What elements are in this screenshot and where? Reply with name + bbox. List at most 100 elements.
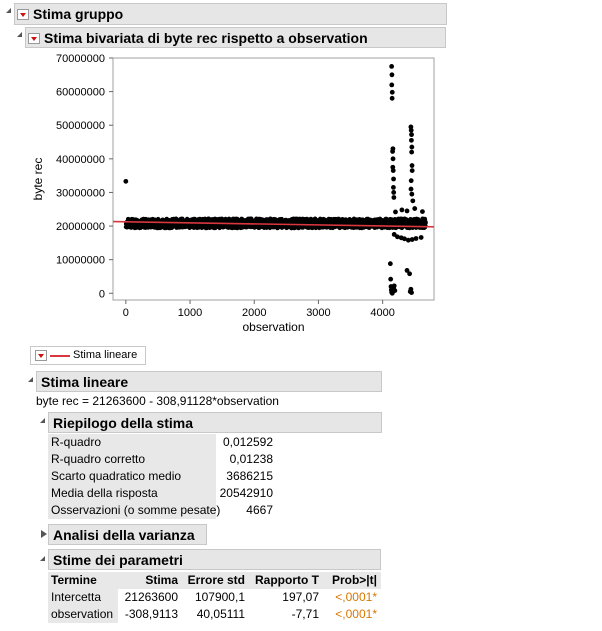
data-point [391,190,397,195]
disclosure-open-icon[interactable] [6,8,11,13]
data-point [389,72,395,78]
data-point [389,82,395,88]
y-tick-label: 50000000 [56,120,105,132]
red-triangle-menu-icon[interactable] [28,33,40,44]
data-point [409,191,415,197]
fit-title: Stima lineare [41,374,129,390]
x-tick-label: 1000 [178,307,202,319]
params-term-column [48,589,118,623]
data-point [402,236,407,242]
data-point [420,209,425,215]
stima-gruppo-title: Stima gruppo [33,6,124,22]
data-point [409,163,415,168]
data-point [409,168,415,173]
data-point [387,261,393,267]
fit-line [112,220,435,228]
summary-value: 3686215 [226,469,273,483]
data-point [409,132,414,138]
red-triangle-menu-icon[interactable] [17,9,29,20]
param-p: <,0001* [335,607,377,621]
data-point [389,89,395,95]
param-stderr: 40,05111 [196,607,245,621]
param-stderr: 107900,1 [194,590,245,604]
data-point [408,186,414,192]
fit-equation: byte rec = 21263600 - 308,91128*observat… [36,394,279,408]
data-point [399,207,405,213]
param-estimate: 21263600 [124,590,178,604]
data-point [410,198,416,204]
data-point [409,149,415,155]
y-tick-label: 70000000 [56,53,105,65]
params-header[interactable]: Stime dei parametri [48,549,381,570]
data-point [413,236,419,241]
x-tick-label: 0 [123,307,129,319]
col-stima: Stima [145,573,178,587]
summary-label-column [48,434,216,519]
data-point [390,168,396,173]
data-point [388,276,394,282]
disclosure-open-icon[interactable] [40,418,45,423]
legend-line [50,355,70,357]
scatter-plot: 0 10000000 20000000 30000000 40000000 5000000… [31,53,435,334]
data-point [407,271,413,277]
param-t: 197,07 [282,590,319,604]
data-point [418,235,424,240]
param-p: <,0001* [335,590,377,604]
y-axis-label: byte rec [31,158,45,201]
bivariate-header[interactable]: Stima bivariata di byte rec rispetto a o… [25,27,446,48]
data-point [391,176,396,182]
y-tick-label: 30000000 [56,187,105,199]
data-point [409,144,415,150]
summary-label: Scarto quadratico medio [51,469,182,483]
y-tick-label: 10000000 [56,255,105,267]
y-tick-label: 20000000 [56,221,105,233]
disclosure-open-icon[interactable] [17,32,22,37]
data-point [412,206,418,211]
stima-gruppo-header[interactable]: Stima gruppo [14,3,447,25]
data-point [389,95,395,101]
param-term: observation [51,607,114,621]
col-rapporto-t: Rapporto T [255,573,319,587]
disclosure-open-icon[interactable] [28,377,33,382]
data-point [123,178,129,184]
x-tick-label: 3000 [306,307,330,319]
data-point [408,178,414,184]
anova-header[interactable]: Analisi della varianza [48,524,207,545]
y-tick-label: 0 [99,288,105,300]
anova-title: Analisi della varianza [53,527,195,543]
summary-header[interactable]: Riepilogo della stima [48,412,382,433]
bivariate-title: Stima bivariata di byte rec rispetto a o… [44,30,368,46]
summary-label: Osservazioni (o somme pesate) [51,503,221,517]
y-tick-label: 40000000 [56,154,105,166]
disclosure-closed-icon[interactable] [41,530,47,538]
data-point [390,149,395,154]
summary-label: R-quadro [51,435,102,449]
x-tick-label: 4000 [370,307,394,319]
summary-value: 0,012592 [222,435,273,449]
data-point [409,237,415,242]
data-point [404,208,410,214]
params-header-row-bg [48,572,381,589]
param-estimate: -308,9113 [124,607,178,621]
data-point [395,234,400,240]
data-point [405,237,411,243]
params-title: Stime dei parametri [53,552,183,568]
fit-header[interactable]: Stima lineare [36,371,382,392]
col-prob-t: Prob>|t| [331,573,377,587]
data-point [391,283,397,289]
legend-box[interactable]: Stima lineare [30,346,146,365]
disclosure-open-icon[interactable] [40,556,45,561]
summary-label: R-quadro corretto [51,452,146,466]
data-point [404,268,410,273]
data-point [409,290,414,296]
data-point [391,195,397,200]
red-triangle-menu-icon[interactable] [35,350,47,361]
data-point [391,185,396,190]
summary-value: 0,01238 [229,452,273,466]
legend-label: Stima lineare [73,349,138,361]
summary-label: Media della risposta [51,486,158,500]
y-tick-label: 60000000 [56,87,105,99]
x-tick-label: 2000 [242,307,266,319]
data-point [390,156,396,162]
col-termine: Termine [51,573,97,587]
